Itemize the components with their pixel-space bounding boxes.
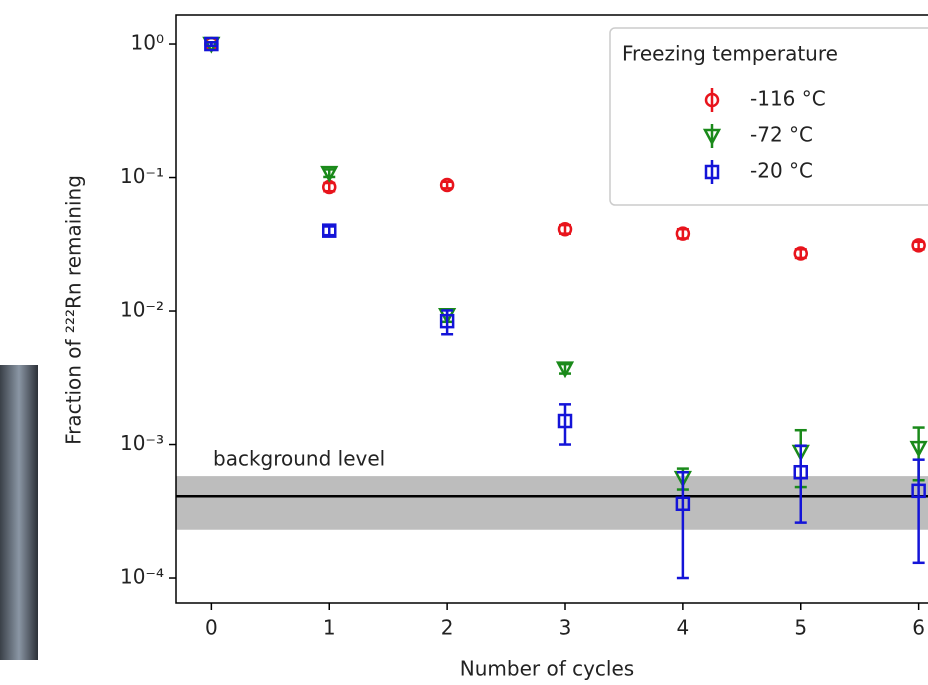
- marker: [320, 165, 339, 183]
- marker: [909, 440, 928, 458]
- error-bar: [205, 41, 218, 48]
- x-tick-label: 1: [323, 616, 336, 640]
- background-band: [176, 476, 928, 530]
- error-bar: [323, 168, 336, 179]
- error-bar: [676, 470, 689, 580]
- marker: [439, 177, 455, 193]
- x-tick-label: 0: [205, 616, 218, 640]
- marker: [557, 413, 573, 429]
- y-tick-label: 10⁻⁴: [120, 565, 164, 589]
- marker: [704, 92, 720, 108]
- background-label: background level: [213, 447, 385, 471]
- marker: [793, 464, 809, 480]
- marker: [675, 496, 691, 512]
- legend-label: -72 °C: [750, 123, 813, 147]
- x-tick-label: 3: [559, 616, 572, 640]
- x-axis-label: Number of cycles: [460, 657, 634, 681]
- marker: [704, 164, 720, 180]
- marker: [204, 36, 219, 52]
- marker: [675, 226, 691, 241]
- legend-label: -116 °C: [750, 87, 826, 111]
- x-tick-label: 6: [912, 616, 925, 640]
- photo-strip: [0, 365, 38, 660]
- legend-title: Freezing temperature: [622, 42, 838, 66]
- error-bar: [912, 458, 925, 565]
- marker: [439, 313, 455, 329]
- x-tick-label: 4: [677, 616, 690, 640]
- legend-box: [609, 27, 928, 206]
- x-tick-label: 5: [794, 616, 807, 640]
- marker: [911, 238, 926, 253]
- y-tick-label: 10⁻¹: [120, 164, 164, 188]
- marker: [793, 246, 809, 261]
- error-bar: [323, 225, 336, 237]
- marker: [911, 483, 926, 499]
- legend-label: -20 °C: [750, 159, 813, 183]
- error-bar: [794, 444, 807, 524]
- y-tick-label: 10⁻³: [120, 431, 164, 455]
- marker: [702, 128, 722, 146]
- marker: [555, 361, 575, 379]
- marker: [557, 221, 573, 237]
- y-tick-label: 10⁰: [131, 31, 164, 55]
- y-axis-label: Fraction of ²²²Rn remaining: [62, 175, 86, 445]
- error-bar: [559, 403, 571, 446]
- marker: [321, 223, 337, 238]
- y-tick-label: 10⁻²: [120, 298, 164, 322]
- x-tick-label: 2: [441, 616, 454, 640]
